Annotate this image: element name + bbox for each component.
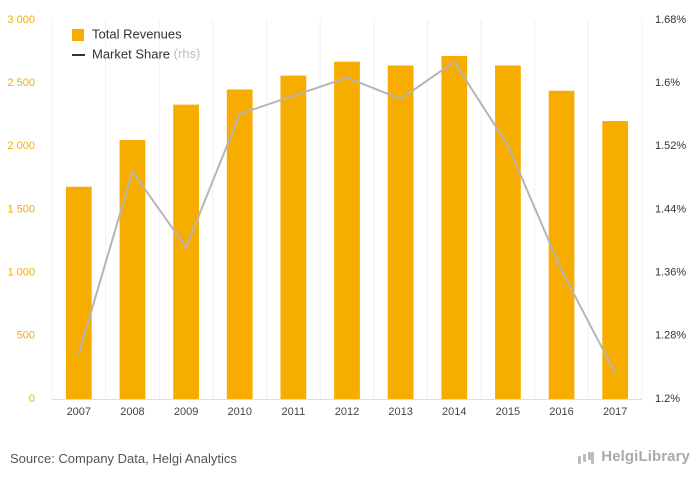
x-tick-label-2007: 2007 <box>67 406 91 418</box>
x-tick-label-2008: 2008 <box>120 406 144 418</box>
x-tick-label-2017: 2017 <box>603 406 627 418</box>
revenue-bar-2012 <box>334 61 360 399</box>
x-tick-label-2016: 2016 <box>549 406 573 418</box>
x-axis-ticks: 2007 2008 2009 2010 2011 2012 2013 2014 2015 2016… <box>67 406 628 418</box>
brand-mark-icon <box>575 450 595 464</box>
revenue-bar-2010 <box>226 89 253 399</box>
revenue-bar-2017 <box>602 121 629 399</box>
right-y-tick-label: 1.2% <box>655 393 680 405</box>
x-tick-label-2009: 2009 <box>174 406 198 418</box>
left-y-tick-label: 2 000 <box>7 140 35 152</box>
right-y-tick-label: 1.28% <box>655 330 686 342</box>
x-tick-label-2013: 2013 <box>388 406 412 418</box>
left-y-tick-label: 0 <box>29 393 35 405</box>
revenue-bar-2007 <box>65 186 92 399</box>
revenue-bar-2013 <box>387 65 414 399</box>
source-note: Source: Company Data, Helgi Analytics <box>10 451 237 466</box>
left-y-tick-label: 1 500 <box>7 203 35 215</box>
right-y-axis-ticks: 1.2% 1.28% 1.36% 1.44% 1.52% 1.6% 1.68% <box>655 14 686 405</box>
brand-logo: HelgiLibrary <box>575 448 690 465</box>
x-tick-label-2014: 2014 <box>442 406 466 418</box>
category-separators <box>51 20 643 400</box>
revenue-bar-2009 <box>173 104 199 399</box>
left-y-tick-label: 500 <box>17 330 35 342</box>
market-share-line-layer <box>77 60 617 374</box>
right-y-tick-label: 1.36% <box>655 267 686 279</box>
right-y-tick-label: 1.44% <box>655 203 686 215</box>
revenue-bar-2016 <box>548 90 575 399</box>
legend-market-share-suffix: (rhs) <box>174 46 201 61</box>
chart-legend: Total Revenues Market Share (rhs) <box>72 26 200 61</box>
revenue-bar-2014 <box>441 56 468 399</box>
right-y-tick-label: 1.6% <box>655 77 680 89</box>
x-tick-label-2011: 2011 <box>282 406 306 418</box>
left-y-tick-label: 3 000 <box>7 14 35 26</box>
revenue-bar-2011 <box>280 75 307 399</box>
legend-total-revenues-label: Total Revenues <box>92 26 182 41</box>
x-tick-label-2010: 2010 <box>227 406 251 418</box>
right-y-tick-label: 1.68% <box>655 14 686 26</box>
legend-total-revenues-swatch <box>72 29 84 41</box>
left-y-axis-ticks: 0 500 1 000 1 500 2 000 2 500 3 000 <box>7 14 35 405</box>
x-tick-label-2015: 2015 <box>496 406 520 418</box>
left-y-tick-label: 2 500 <box>7 77 35 89</box>
x-tick-label-2012: 2012 <box>335 406 359 418</box>
revenue-bar-2008 <box>119 140 146 399</box>
right-y-tick-label: 1.52% <box>655 140 686 152</box>
market-share-line <box>77 60 617 374</box>
left-y-tick-label: 1 000 <box>7 267 35 279</box>
brand-name: HelgiLibrary <box>601 448 690 465</box>
revenue-bar-2015 <box>495 65 521 399</box>
legend-market-share-label: Market Share (rhs) <box>92 46 200 61</box>
